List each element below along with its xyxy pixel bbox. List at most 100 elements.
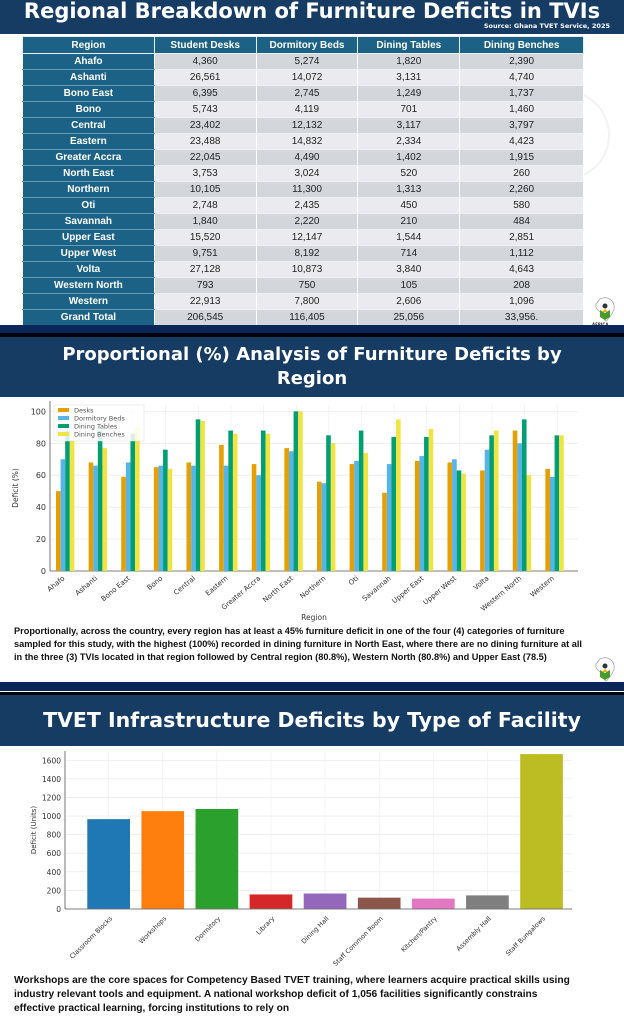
x-tick-label: Western (529, 574, 556, 599)
table-header-row: Region Student Desks Dormitory Beds Dining … (22, 36, 584, 54)
legend-label: Desks (74, 407, 94, 415)
value-cell: 5,743 (153, 101, 257, 118)
x-tick-label: Central (172, 574, 197, 597)
bar-desks (186, 462, 192, 571)
value-cell: 1,402 (357, 149, 461, 166)
bar (140, 810, 185, 910)
slide-proportional-analysis: Proportional (%) Analysis of Furniture D… (0, 337, 624, 692)
x-tick-label: Kitchen/Pantry (400, 915, 439, 954)
value-cell: 6,395 (153, 85, 257, 102)
bar-dormitory-beds (223, 465, 229, 571)
value-cell: 15,520 (153, 229, 257, 246)
x-axis-label: Region (301, 613, 327, 622)
table-row: Ahafo 4,360 5,274 1,820 2,390 (22, 53, 584, 70)
x-tick-label: Assembly Hall (455, 915, 493, 953)
y-axis-label: Deficit (%) (11, 468, 20, 508)
bar-dining-tables (424, 436, 429, 571)
y-tick-label: 800 (47, 831, 62, 840)
x-tick-label: North East (261, 574, 295, 604)
facility-deficit-chart: 0 200 400 600 800 1000 1200 1400 1600 Classroom B… (30, 751, 572, 968)
bar-dormitory-beds (386, 464, 392, 571)
table-row: Northern 10,105 11,300 1,313 2,260 (22, 181, 584, 198)
bar-dining-benches (102, 448, 108, 571)
value-cell: 3,840 (357, 261, 461, 278)
bar-dining-benches (135, 427, 140, 571)
value-cell: 2,745 (255, 85, 359, 102)
bar-dormitory-beds (60, 459, 66, 571)
value-cell: 3,024 (255, 165, 359, 182)
svg-text:AFRICA: AFRICA (592, 322, 609, 327)
x-tick-label: Ahafo (46, 574, 67, 593)
legend-swatch (58, 408, 69, 412)
y-tick-label: 200 (47, 886, 62, 895)
x-tick-label: Upper East (391, 574, 426, 605)
value-cell: 4,119 (255, 101, 359, 118)
furniture-deficit-table: Region Student Desks Dormitory Beds Dining … (22, 36, 584, 326)
bar (249, 893, 293, 910)
value-cell: 105 (357, 277, 461, 294)
bar (411, 898, 456, 910)
table-row: Savannah 1,840 2,220 210 484 (22, 213, 584, 230)
column-header: Dining Benches (459, 36, 584, 54)
bar-dining-tables (97, 430, 103, 571)
value-cell: 7,800 (255, 293, 359, 310)
bar (519, 753, 564, 910)
table-row: Upper East 15,520 12,147 1,544 2,851 (22, 229, 584, 246)
value-cell: 10,105 (153, 181, 257, 198)
y-tick-label: 0 (56, 905, 61, 914)
value-cell: 9,751 (153, 245, 257, 262)
region-cell: Western (22, 293, 155, 310)
value-cell: 1,915 (459, 149, 584, 166)
regional-percent-deficit-chart: 0 20 40 60 80 100 Ahafo Ashanti Bono East Bono Cen… (11, 401, 578, 622)
x-tick-label: Staff Bungalows (504, 914, 547, 957)
africa-logo: AFRICA (590, 295, 620, 329)
bar-dining-tables (293, 411, 299, 571)
bar-dining-benches (167, 468, 173, 571)
region-cell: Volta (22, 261, 155, 278)
x-tick-label: Upper West (422, 574, 458, 606)
value-cell: 2,748 (153, 197, 257, 214)
table-row: Oti 2,748 2,435 450 580 (22, 197, 584, 214)
y-tick-label: 100 (31, 407, 46, 416)
bar-dining-benches (396, 419, 401, 571)
bar-desks (88, 462, 94, 571)
value-cell: 1,112 (459, 245, 584, 262)
column-header: Dining Tables (357, 36, 461, 54)
y-tick-label: 600 (47, 849, 62, 858)
y-tick-label: 0 (41, 567, 46, 576)
slide2-title-bar: Proportional (%) Analysis of Furniture D… (0, 337, 624, 397)
value-cell: 14,072 (255, 69, 359, 86)
bar (194, 808, 239, 910)
value-cell: 260 (459, 165, 584, 182)
x-tick-label: Workshops (137, 914, 168, 945)
value-cell: 116,405 (255, 309, 359, 326)
value-cell: 450 (357, 197, 461, 214)
legend-label: Dormitory Beds (74, 415, 125, 423)
value-cell: 27,128 (153, 261, 257, 278)
y-tick-label: 1400 (42, 775, 61, 784)
value-cell: 14,832 (255, 133, 359, 150)
slide1-title-bar: Regional Breakdown of Furniture Deficits… (0, 0, 624, 34)
bar (465, 894, 510, 910)
x-tick-label: Volta (472, 574, 491, 591)
value-cell: 8,192 (255, 245, 359, 262)
x-tick-label: Oti (347, 574, 360, 587)
bar-dormitory-beds (517, 443, 522, 571)
value-cell: 2,260 (459, 181, 584, 198)
value-cell: 2,220 (255, 213, 359, 230)
bar-dining-benches (363, 452, 369, 571)
x-tick-label: Dormitory (193, 915, 222, 944)
y-tick-label: 400 (47, 868, 62, 877)
bar-desks (414, 460, 420, 571)
bar-dining-tables (195, 419, 201, 571)
value-cell: 4,360 (153, 53, 257, 70)
bar-dormitory-beds (484, 449, 490, 571)
bar-desks (545, 468, 550, 571)
value-cell: 484 (459, 213, 584, 230)
x-tick-label: Northern (299, 574, 328, 600)
value-cell: 206,545 (153, 309, 257, 326)
column-header: Student Desks (153, 36, 257, 54)
slide1-title: Regional Breakdown of Furniture Deficits… (23, 0, 601, 23)
bar-dining-benches (232, 433, 238, 571)
